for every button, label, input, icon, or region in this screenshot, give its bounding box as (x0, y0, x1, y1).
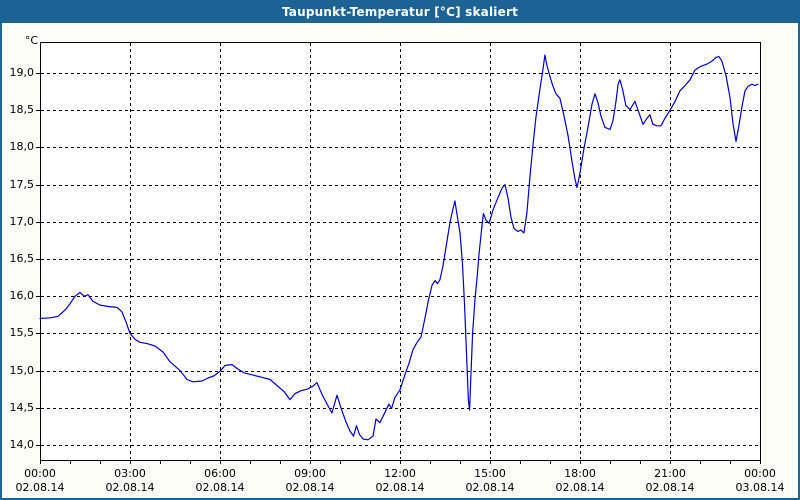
x-axis-time-label: 00:00 (744, 467, 776, 480)
x-axis-tick-label: 09:00 02.08.14 (278, 467, 342, 495)
y-axis-label: 18,0 (9, 140, 35, 154)
x-axis-time-label: 12:00 (384, 467, 416, 480)
x-axis-date-label: 02.08.14 (15, 481, 65, 494)
window-titlebar: Taupunkt-Temperatur [°C] skaliert (0, 0, 800, 23)
x-axis-tick-label: 12:00 02.08.14 (368, 467, 432, 495)
x-axis-date-label: 02.08.14 (195, 481, 245, 494)
y-axis-label: 14,0 (9, 438, 35, 451)
x-axis-tick-label: 15:00 02.08.14 (458, 467, 522, 495)
plot-background (40, 42, 761, 461)
x-axis-date-label: 02.08.14 (555, 481, 605, 494)
chart-canvas (36, 42, 761, 464)
y-axis-label: 15,0 (9, 363, 35, 377)
chart-area: °C 19,0 18,5 18,0 17,5 17,0 16,5 16,0 15,5 15,0 1… (0, 23, 800, 500)
y-axis-label: 16,5 (9, 252, 35, 265)
y-axis-unit-label: °C (24, 34, 38, 47)
x-axis-time-label: 06:00 (204, 467, 236, 480)
y-axis-label: 19,0 (9, 66, 35, 79)
y-axis-label: 14,5 (9, 400, 35, 414)
x-axis-time-label: 21:00 (654, 467, 686, 480)
x-axis-time-label: 03:00 (114, 467, 146, 480)
x-axis-tick-label: 06:00 02.08.14 (188, 467, 252, 495)
x-axis-date-label: 02.08.14 (645, 481, 695, 494)
x-axis-tick-label: 00:00 03.08.14 (728, 467, 792, 495)
x-axis-tick-label: 18:00 02.08.14 (548, 467, 612, 495)
x-axis-date-label: 02.08.14 (375, 481, 425, 494)
y-axis-label: 17,5 (9, 177, 35, 191)
y-axis-label: 15,5 (9, 326, 35, 340)
temperature-line (39, 54, 759, 441)
x-axis-tick-label: 03:00 02.08.14 (98, 467, 162, 495)
x-axis-time-label: 18:00 (564, 467, 596, 480)
x-axis-time-label: 09:00 (294, 467, 326, 480)
x-axis-time-label: 00:00 (24, 467, 56, 480)
y-axis-label: 18,5 (9, 103, 35, 117)
x-axis-date-label: 02.08.14 (465, 481, 515, 494)
y-axis-label: 17,0 (9, 214, 35, 228)
x-axis-time-label: 15:00 (474, 467, 506, 480)
x-axis-date-label: 02.08.14 (105, 481, 155, 494)
x-axis-tick-label: 00:00 02.08.14 (8, 467, 72, 495)
x-axis-date-label: 02.08.14 (285, 481, 335, 494)
x-axis-date-label: 03.08.14 (735, 481, 785, 494)
window-title: Taupunkt-Temperatur [°C] skaliert (281, 4, 519, 19)
y-axis-label: 16,0 (9, 289, 35, 303)
x-axis-tick-label: 21:00 02.08.14 (638, 467, 702, 495)
plot-border (40, 42, 761, 461)
